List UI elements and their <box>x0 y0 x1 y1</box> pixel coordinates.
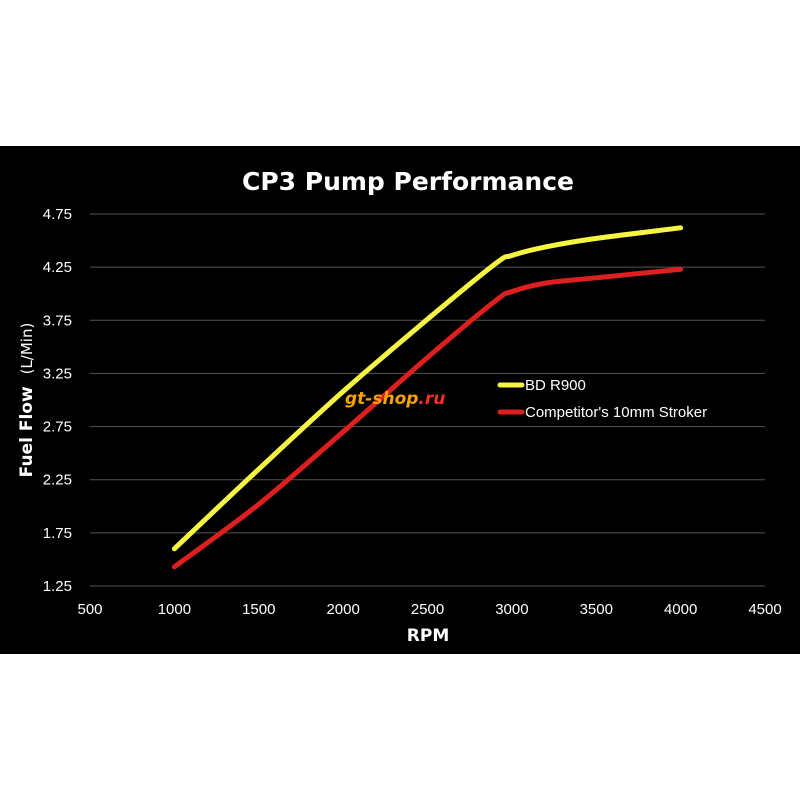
series-line-competitor <box>171 266 684 570</box>
y-tick-label: 1.75 <box>43 525 72 542</box>
y-tick-label: 3.75 <box>43 312 72 329</box>
series-line-bd-r900 <box>171 225 684 552</box>
y-tick-label: 2.75 <box>43 419 72 436</box>
x-axis-ticks: 500 1000 1500 2000 2500 3000 3500 4000 4500 <box>77 601 781 618</box>
watermark-main: gt-shop <box>345 389 418 409</box>
x-tick-label: 500 <box>77 601 102 618</box>
y-tick-label: 2.25 <box>43 472 72 489</box>
y-tick-label: 4.75 <box>43 206 72 223</box>
y-axis-label: Fuel Flow (L/Min) <box>17 323 37 478</box>
y-tick-label: 1.25 <box>43 578 72 595</box>
watermark-logo: gt-shop.ru <box>345 389 445 409</box>
series-lines <box>171 225 684 570</box>
x-tick-label: 1000 <box>158 601 191 618</box>
legend: BD R900 Competitor's 10mm Stroker <box>497 377 707 421</box>
x-tick-label: 3500 <box>580 601 613 618</box>
y-tick-label: 4.25 <box>43 259 72 276</box>
legend-label: BD R900 <box>525 377 586 394</box>
svg-text:gt-shop.ru: gt-shop.ru <box>345 389 445 409</box>
y-axis-label-main: Fuel Flow <box>17 386 37 477</box>
y-axis-ticks: 1.25 1.75 2.25 2.75 3.25 3.75 4.25 4.75 <box>43 206 72 595</box>
y-tick-label: 3.25 <box>43 365 72 382</box>
chart-title: CP3 Pump Performance <box>242 167 574 196</box>
x-tick-label: 4500 <box>748 601 781 618</box>
x-tick-label: 3000 <box>495 601 528 618</box>
y-axis-label-unit: (L/Min) <box>18 323 36 375</box>
x-tick-label: 4000 <box>664 601 697 618</box>
legend-label: Competitor's 10mm Stroker <box>525 404 707 421</box>
x-tick-label: 1500 <box>242 601 275 618</box>
x-tick-label: 2500 <box>411 601 444 618</box>
x-tick-label: 2000 <box>326 601 359 618</box>
x-axis-label: RPM <box>407 626 449 646</box>
watermark-tld: .ru <box>418 389 445 409</box>
